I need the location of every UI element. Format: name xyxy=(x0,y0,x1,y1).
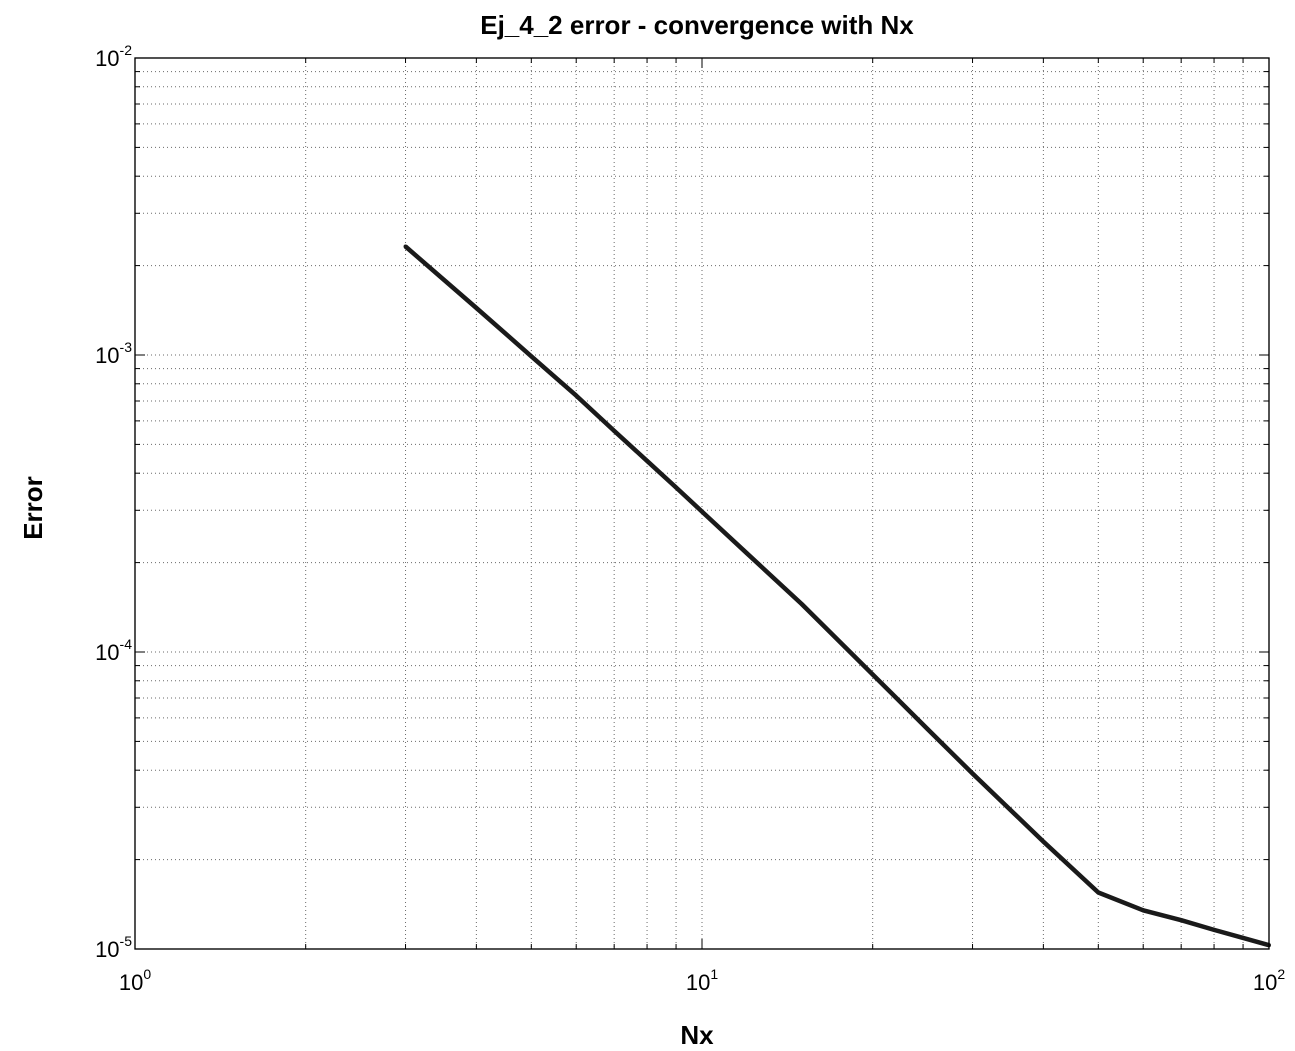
data-point xyxy=(403,244,408,249)
grid xyxy=(135,58,1269,949)
data-point xyxy=(970,771,975,776)
series-group xyxy=(403,244,1271,948)
data-point xyxy=(529,354,534,359)
y-tick-label: 10-2 xyxy=(95,42,132,71)
data-point xyxy=(1212,927,1217,932)
y-tick-labels: 10-5 10-4 10-3 10-2 xyxy=(95,42,132,962)
data-point xyxy=(744,551,749,556)
y-axis-label: Error xyxy=(18,476,48,540)
data-point xyxy=(574,393,579,398)
data-point xyxy=(1241,935,1246,940)
y-tick-label: 10-3 xyxy=(95,339,132,368)
data-point xyxy=(799,602,804,607)
data-point xyxy=(674,485,679,490)
x-tick-label: 100 xyxy=(119,966,151,995)
data-point xyxy=(1041,839,1046,844)
data-point xyxy=(1141,908,1146,913)
y-tick-label: 10-4 xyxy=(95,636,132,665)
x-axis-label: Nx xyxy=(680,1020,714,1050)
data-point xyxy=(870,672,875,677)
y-tick-label: 10-5 xyxy=(95,933,132,962)
plot-frame xyxy=(134,57,1270,950)
chart-title: Ej_4_2 error - convergence with Nx xyxy=(480,10,914,40)
data-point xyxy=(925,727,930,732)
data-point xyxy=(700,509,704,514)
data-point xyxy=(1179,918,1184,923)
x-tick-label: 101 xyxy=(686,966,718,995)
x-tick-label: 102 xyxy=(1253,966,1285,995)
plot-area xyxy=(134,57,1270,950)
data-point xyxy=(612,428,617,433)
data-point xyxy=(1096,890,1101,895)
data-point xyxy=(645,458,650,463)
x-tick-labels: 100 101 102 xyxy=(119,966,1285,995)
data-point xyxy=(474,305,479,310)
series-line-1 xyxy=(404,244,1270,948)
